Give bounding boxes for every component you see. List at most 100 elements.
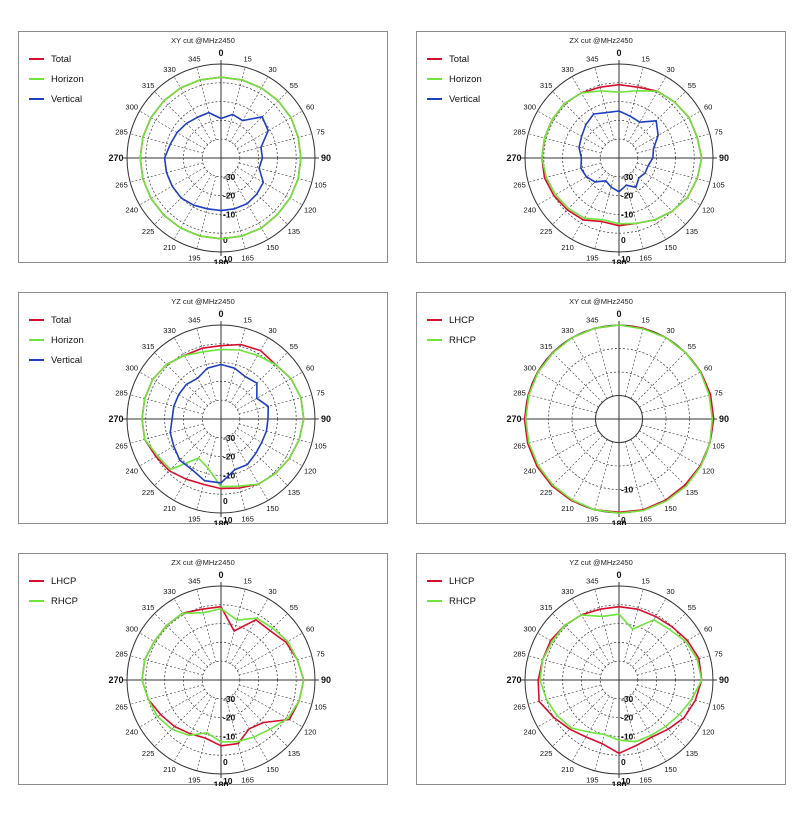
grid-spoke [571, 76, 610, 142]
grid-spoke [237, 428, 303, 467]
grid-spoke [225, 328, 246, 401]
theta-tick-label: 285 [513, 388, 526, 397]
theta-tick-label: 135 [288, 749, 301, 758]
grid-spoke [154, 613, 208, 667]
theta-tick-label: 150 [266, 504, 279, 513]
radial-tick-label: -20 [223, 713, 236, 723]
theta-tick-label: 240 [524, 728, 537, 737]
grid-spoke [537, 167, 603, 206]
grid-spoke [528, 133, 601, 154]
theta-tick-label: 150 [664, 243, 677, 252]
grid-spoke [537, 689, 603, 728]
grid-spoke [230, 174, 269, 240]
legend-label: Vertical [449, 93, 481, 105]
chart-title: ZX cut @MHz2450 [171, 558, 235, 567]
grid-spoke [537, 632, 603, 671]
grid-spoke [230, 337, 269, 403]
theta-tick-label: 315 [540, 603, 553, 612]
theta-tick-label: 315 [540, 342, 553, 351]
grid-spoke [154, 432, 208, 486]
radial-tick-label: -10 [621, 731, 634, 741]
theta-tick-label: 330 [163, 326, 176, 335]
radial-tick-label: 0 [621, 515, 626, 525]
legend-item-total: Total [427, 49, 482, 69]
theta-tick-label: 330 [561, 326, 574, 335]
chart-title: XY cut @MHz2450 [569, 297, 633, 306]
grid-spoke [196, 698, 217, 771]
theta-tick-label: 165 [639, 253, 652, 262]
legend-item-vertical: Vertical [29, 350, 84, 370]
theta-tick-label: 265 [513, 703, 526, 712]
grid-spoke [594, 328, 614, 397]
grid-spoke [230, 435, 269, 501]
theta-tick-label: 0 [218, 570, 223, 580]
theta-tick-label: 285 [513, 649, 526, 658]
grid-spoke [239, 133, 312, 154]
grid-spoke [196, 437, 217, 510]
theta-tick-label: 270 [506, 414, 521, 424]
grid-spoke [225, 176, 246, 249]
radial-tick-label: 10 [621, 776, 631, 786]
theta-tick-label: 15 [641, 316, 649, 325]
grid-spoke [528, 424, 597, 444]
theta-tick-label: 345 [586, 577, 599, 586]
grid-spoke [623, 589, 644, 662]
theta-tick-label: 195 [188, 775, 201, 784]
theta-tick-label: 165 [241, 514, 254, 523]
grid-spoke [632, 171, 686, 225]
grid-spoke [635, 110, 701, 149]
theta-tick-label: 315 [540, 81, 553, 90]
legend-label: Total [51, 53, 72, 65]
grid-spoke [173, 337, 212, 403]
grid-spoke [234, 432, 288, 486]
legend-item-rhcp: RHCP [29, 591, 78, 611]
theta-tick-label: 60 [306, 364, 314, 373]
legend-item-lhcp: LHCP [427, 571, 476, 591]
legend: Total Horizon Vertical [427, 49, 482, 109]
theta-tick-label: 30 [666, 326, 674, 335]
grid-spoke [639, 430, 701, 467]
theta-tick-label: 60 [704, 625, 712, 634]
theta-tick-label: 55 [290, 81, 298, 90]
grid-spoke [552, 91, 606, 145]
grid-spoke [237, 167, 303, 206]
theta-tick-label: 345 [586, 55, 599, 64]
legend-item-horizon: Horizon [29, 330, 84, 350]
theta-tick-label: 60 [306, 625, 314, 634]
theta-tick-label: 15 [641, 55, 649, 64]
legend-label: Horizon [51, 73, 84, 85]
grid-spoke [628, 696, 667, 762]
grid-spoke [623, 176, 644, 249]
legend-item-vertical: Vertical [29, 89, 84, 109]
theta-tick-label: 300 [524, 364, 537, 373]
theta-tick-label: 0 [616, 570, 621, 580]
grid-spoke [237, 110, 303, 149]
theta-tick-label: 180 [213, 519, 228, 525]
theta-tick-label: 180 [213, 780, 228, 786]
theta-tick-label: 195 [188, 514, 201, 523]
grid-spoke [139, 371, 205, 410]
grid-spoke [234, 91, 288, 145]
grid-spoke [571, 337, 608, 399]
legend: Total Horizon Vertical [29, 49, 84, 109]
legend-label: Total [51, 314, 72, 326]
theta-tick-label: 345 [586, 316, 599, 325]
legend-item-total: Total [29, 49, 84, 69]
grid-spoke [537, 371, 599, 408]
radial-tick-label: -20 [621, 191, 634, 201]
theta-tick-label: 265 [513, 181, 526, 190]
grid-spoke [225, 437, 246, 510]
series-line-rhcp [524, 324, 714, 514]
polar-chart-zx-circular: 0 15 30 55 60 75 90 105 120 135 150 165 180 195 210 225… [18, 553, 388, 786]
grid-spoke [594, 441, 614, 510]
theta-tick-label: 120 [702, 728, 715, 737]
grid-spoke [637, 684, 710, 705]
polar-plot-svg: 0 15 30 55 60 75 90 105 120 135 150 165 180 195 210 225… [506, 309, 729, 525]
radial-tick-label: 0 [223, 496, 228, 506]
grid-spoke [624, 328, 644, 397]
theta-tick-label: 270 [108, 414, 123, 424]
polar-plot-svg: 0 15 30 55 60 75 90 105 120 135 150 165 180 195 210 225… [506, 48, 729, 264]
legend-label: Vertical [51, 354, 83, 366]
grid-spoke [154, 91, 208, 145]
legend-label: Vertical [51, 93, 83, 105]
